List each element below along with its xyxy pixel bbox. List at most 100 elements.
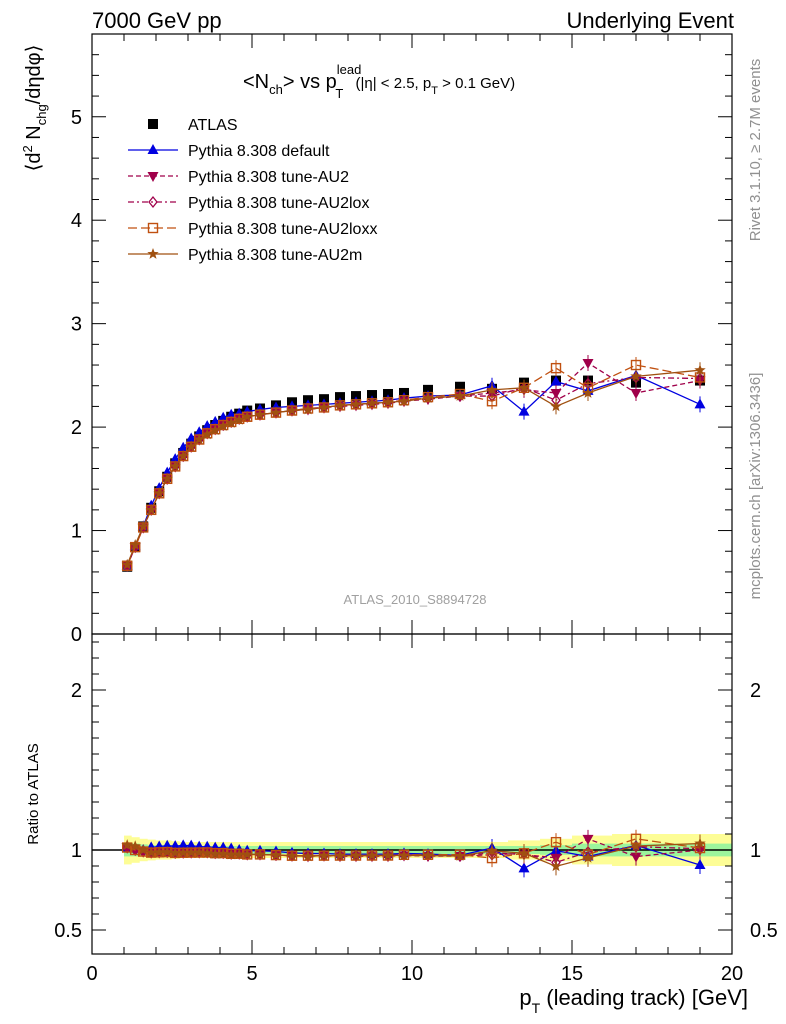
- data-point: [694, 364, 706, 376]
- data-point: [350, 398, 362, 410]
- data-point: [185, 432, 197, 443]
- ratio-point: [518, 862, 530, 873]
- ratio-point: [318, 849, 330, 861]
- ratio-point: [241, 848, 253, 860]
- legend-marker: [148, 119, 158, 129]
- axis-ticks: 0 5 10 15 20 0 1 2 3 4 5 0.5 0.5 1 1 2 2: [54, 34, 778, 985]
- data-point: [366, 397, 378, 409]
- header-right: Underlying Event: [566, 8, 734, 33]
- data-point: [550, 400, 562, 412]
- ratio-point: [366, 849, 378, 861]
- ratio-point: [694, 837, 706, 849]
- data-point: [454, 390, 466, 401]
- ratio-point: [153, 846, 165, 858]
- ratio-point: [302, 850, 314, 862]
- legend: ATLAS Pythia 8.308 default Pythia 8.308 tu…: [128, 117, 377, 264]
- ratio-y-tick-label: 1: [71, 840, 82, 862]
- ratio-point: [193, 846, 205, 858]
- data-point: [550, 375, 562, 386]
- x-tick-label: 20: [721, 963, 743, 985]
- legend-marker: [147, 222, 159, 234]
- ratio-point: [121, 839, 133, 850]
- data-point: [582, 358, 594, 369]
- main-y-axis-label: ⟨d2 Nchg/dηdφ⟩: [20, 45, 49, 172]
- ratio-point: [169, 846, 181, 858]
- data-point: [161, 472, 173, 484]
- ratio-point: [209, 847, 221, 859]
- data-point: [351, 391, 361, 402]
- ratio-point: [161, 846, 173, 857]
- x-tick-label: 0: [86, 963, 97, 985]
- legend-label: Pythia 8.308 tune-AU2lox: [188, 195, 369, 212]
- ratio-point: [630, 840, 642, 851]
- legend-marker: [147, 144, 159, 154]
- data-point: [217, 420, 229, 431]
- data-point: [153, 487, 165, 499]
- data-point: [383, 389, 393, 399]
- ratio-point: [286, 849, 298, 861]
- ratio-point: [550, 860, 562, 872]
- ratio-point: [382, 849, 394, 861]
- ratio-point: [694, 859, 706, 870]
- data-point: [422, 392, 434, 403]
- legend-label: Pythia 8.308 default: [188, 143, 330, 160]
- ratio-y-tick-label: 0.5: [54, 920, 82, 942]
- data-point: [398, 395, 410, 407]
- ratio-point: [129, 840, 141, 852]
- data-point: [334, 399, 346, 411]
- data-point: [302, 403, 314, 415]
- ratio-panel-frame: [91, 633, 733, 955]
- data-point: [129, 539, 141, 550]
- legend-label: Pythia 8.308 tune-AU2loxx: [188, 221, 377, 238]
- ratio-point: [254, 848, 266, 860]
- series-line: [126, 362, 701, 566]
- ratio-y-tick-label-right: 1: [750, 840, 761, 862]
- data-point: [225, 408, 237, 419]
- ratio-point: [398, 849, 410, 861]
- ratio-point: [145, 846, 157, 858]
- ratio-point: [454, 850, 466, 861]
- data-point: [145, 503, 157, 515]
- data-point: [201, 428, 213, 440]
- data-point: [185, 440, 197, 452]
- series-line: [126, 369, 701, 565]
- data-point: [241, 410, 253, 422]
- data-point: [121, 558, 133, 570]
- ratio-point: [518, 847, 530, 859]
- y-tick-label: 4: [71, 210, 82, 232]
- ratio-point: [225, 848, 237, 860]
- legend-marker: [147, 248, 159, 259]
- ratio-series-line: [127, 842, 701, 868]
- ratio-point: [217, 847, 229, 859]
- ratio-point: [177, 839, 189, 850]
- ratio-point: [233, 848, 245, 860]
- ratio-point: [334, 849, 346, 861]
- data-point: [286, 404, 298, 416]
- y-tick-label: 2: [71, 417, 82, 439]
- plot-title: <Nch> vs plead T (|η| < 2.5, pT > 0.1 GeV…: [243, 62, 515, 101]
- data-point: [177, 450, 189, 461]
- data-point: [169, 460, 181, 472]
- legend-label: Pythia 8.308 tune-AU2: [188, 169, 349, 186]
- header-left: 7000 GeV pp: [92, 8, 222, 33]
- ratio-point: [582, 851, 594, 863]
- data-point: [423, 384, 433, 395]
- ratio-panel-marks: [121, 829, 706, 878]
- ratio-point: [630, 852, 642, 863]
- data-point: [518, 381, 530, 393]
- data-point: [233, 413, 245, 425]
- data-point: [582, 386, 594, 398]
- ratio-series-line: [127, 844, 701, 870]
- data-point: [193, 433, 205, 445]
- x-tick-label: 5: [246, 963, 257, 985]
- main-panel-marks: [121, 354, 706, 572]
- data-point: [518, 405, 530, 416]
- data-point: [193, 426, 205, 437]
- ratio-y-axis-label: Ratio to ATLAS: [25, 743, 42, 844]
- ratio-y-tick-label-right: 0.5: [750, 920, 778, 942]
- rivet-version-label: Rivet 3.1.10, ≥ 2.7M events: [747, 59, 764, 242]
- data-point: [630, 388, 642, 399]
- ratio-point: [486, 844, 498, 856]
- ratio-point: [270, 849, 282, 860]
